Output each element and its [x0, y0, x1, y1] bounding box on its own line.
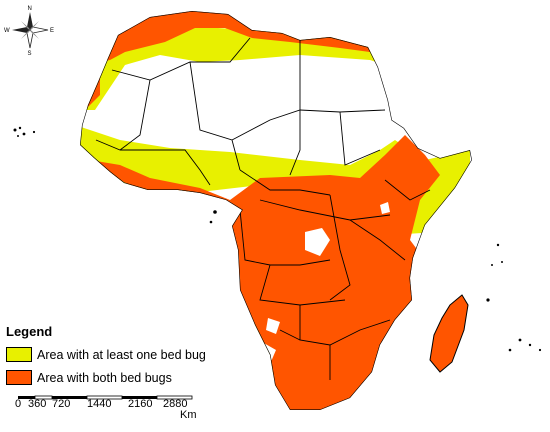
legend-item-at-least-one: Area with at least one bed bug	[6, 347, 206, 362]
compass-north: N	[28, 6, 32, 12]
compass-south: S	[28, 51, 32, 57]
scale-bar	[18, 395, 193, 400]
compass-rose: N S E W	[4, 6, 54, 57]
scale-tick-1: 360	[28, 398, 47, 410]
scale-tick-4: 2160	[128, 398, 153, 410]
country-borders	[95, 37, 431, 380]
islands	[13, 126, 542, 352]
madagascar	[429, 294, 469, 373]
scale-tick-5: 2880	[163, 398, 188, 410]
legend-item-both: Area with both bed bugs	[6, 370, 172, 385]
scale-bar-labels: 0 360 720 1440 2160 2880	[0, 398, 260, 412]
legend-label-at-least-one: Area with at least one bed bug	[37, 347, 206, 362]
scale-tick-2: 720	[52, 398, 71, 410]
compass-east: E	[50, 28, 54, 34]
legend-swatch-yellow	[6, 347, 32, 362]
legend-title: Legend	[6, 324, 53, 339]
compass-west: W	[4, 28, 10, 34]
legend-label-both: Area with both bed bugs	[37, 370, 172, 385]
legend-swatch-orange	[6, 370, 32, 385]
scale-tick-0: 0	[15, 398, 22, 410]
scale-unit: Km	[180, 409, 197, 421]
scale-tick-3: 1440	[87, 398, 112, 410]
